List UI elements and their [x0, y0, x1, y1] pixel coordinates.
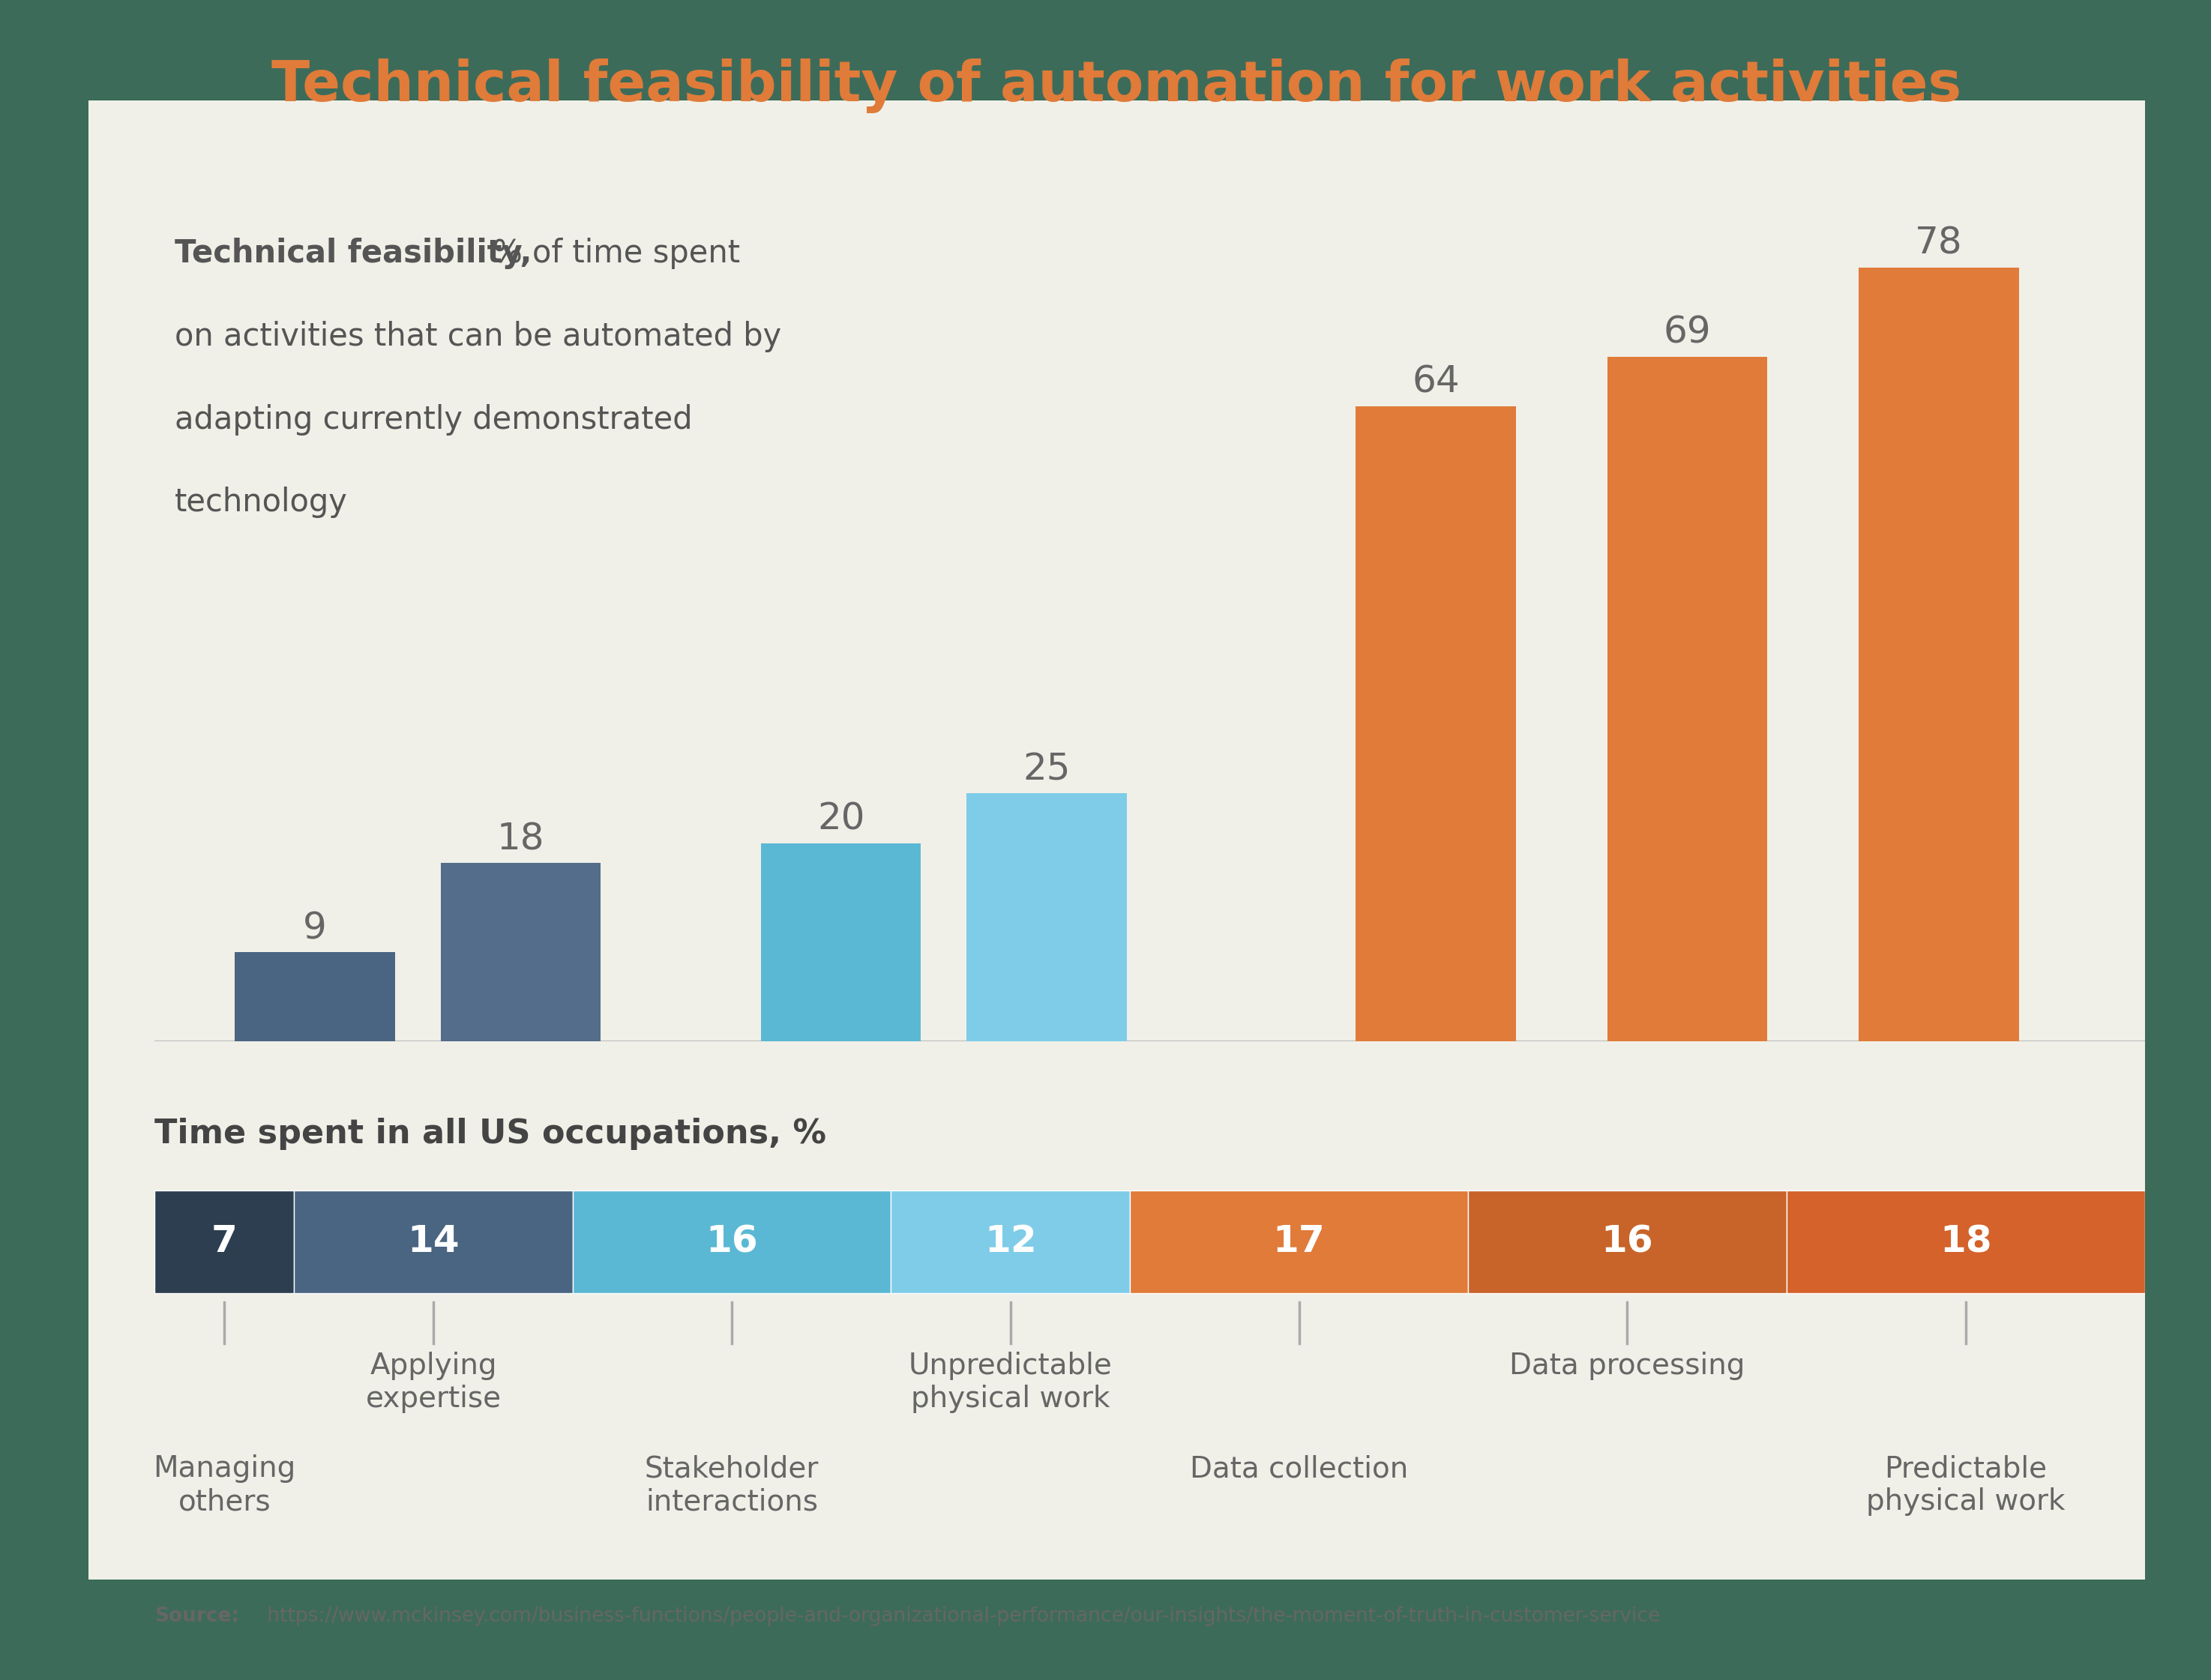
Text: technology: technology [175, 487, 347, 519]
Bar [234, 953, 396, 1042]
Bar [1859, 267, 2019, 1042]
Bar [440, 864, 601, 1042]
Text: Stakeholder
interactions: Stakeholder interactions [646, 1455, 818, 1515]
Text: Managing
others: Managing others [153, 1455, 296, 1515]
Text: 16: 16 [705, 1223, 758, 1260]
Text: 7: 7 [212, 1223, 237, 1260]
Text: Data collection: Data collection [1190, 1455, 1408, 1483]
Bar [1607, 356, 1767, 1042]
Bar [1786, 1189, 2145, 1294]
Text: 14: 14 [407, 1223, 460, 1260]
Bar [761, 843, 922, 1042]
Text: 12: 12 [984, 1223, 1037, 1260]
Text: on activities that can be automated by: on activities that can be automated by [175, 321, 780, 353]
Text: 16: 16 [1601, 1223, 1654, 1260]
Text: Least susceptible: Least susceptible [274, 1095, 562, 1129]
Bar [891, 1189, 1130, 1294]
Text: 25: 25 [1024, 751, 1070, 788]
Bar [1130, 1189, 1468, 1294]
Text: Data processing: Data processing [1510, 1352, 1744, 1381]
Text: Technical feasibility of automation for work activities: Technical feasibility of automation for … [272, 59, 1961, 114]
Text: 17: 17 [1274, 1223, 1324, 1260]
Text: Source:: Source: [155, 1606, 239, 1626]
Text: 18: 18 [497, 822, 544, 857]
Text: Applying
expertise: Applying expertise [365, 1352, 502, 1413]
Text: 69: 69 [1663, 314, 1711, 351]
Bar [155, 1189, 294, 1294]
Text: 20: 20 [818, 801, 865, 837]
Bar [294, 1189, 573, 1294]
Text: Highly susceptible: Highly susceptible [1534, 1095, 1840, 1129]
Bar [1468, 1189, 1786, 1294]
Text: % of time spent: % of time spent [484, 239, 741, 269]
Text: 9: 9 [303, 911, 327, 946]
Text: Technical feasibility,: Technical feasibility, [175, 239, 533, 269]
Text: Predictable
physical work: Predictable physical work [1866, 1455, 2065, 1515]
Bar [966, 793, 1128, 1042]
Text: Time spent in all US occupations, %: Time spent in all US occupations, % [155, 1117, 827, 1151]
Text: 64: 64 [1413, 365, 1459, 400]
Text: https://www.mckinsey.com/business-functions/people-and-organizational-performanc: https://www.mckinsey.com/business-functi… [261, 1606, 1660, 1626]
Bar [573, 1189, 891, 1294]
Text: adapting currently demonstrated: adapting currently demonstrated [175, 403, 692, 435]
Text: 78: 78 [1915, 225, 1963, 262]
Text: 18: 18 [1939, 1223, 1992, 1260]
Text: Less susceptible: Less susceptible [807, 1095, 1081, 1129]
Text: Unpredictable
physical work: Unpredictable physical work [909, 1352, 1112, 1413]
Bar [1355, 407, 1517, 1042]
